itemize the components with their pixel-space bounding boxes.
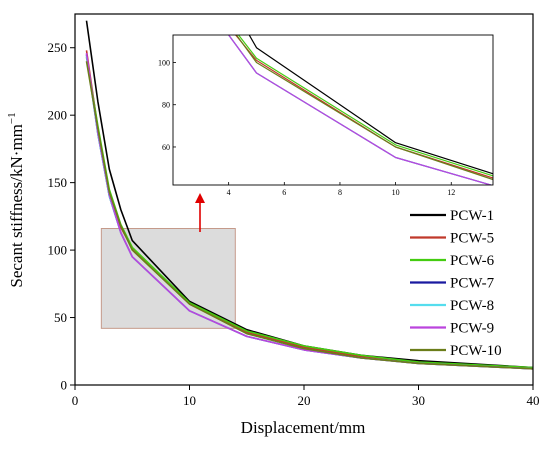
inset-series-line-pcw-10: [235, 35, 493, 181]
inset-series-group: [228, 35, 493, 185]
y-axis-title-superscript: −1: [6, 112, 18, 124]
x-tick-label: 0: [72, 393, 79, 408]
y-axis-title: Secant stiffness/kN·mm−1: [6, 112, 26, 287]
legend-label-pcw-10: PCW-10: [450, 343, 502, 359]
y-tick-label: 200: [48, 108, 68, 123]
y-tick-label: 150: [48, 175, 68, 190]
y-tick-label: 100: [48, 243, 68, 258]
inset-x-tick-label: 10: [392, 188, 400, 197]
main-plot-area: 0 10 20 30 40 0 50 100 150 200 250: [48, 13, 540, 408]
legend-label-pcw-5: PCW-5: [450, 231, 494, 247]
inset-plot: 4 6 8 10 12 60 80 100: [158, 34, 494, 197]
x-tick-label: 40: [527, 393, 540, 408]
inset-y-tick-label: 60: [162, 143, 170, 152]
inset-series-line-pcw-9: [228, 35, 493, 185]
y-tick-label: 250: [48, 40, 68, 55]
inset-x-tick-label: 6: [282, 188, 286, 197]
inset-series-line-pcw-6: [237, 35, 493, 177]
legend-label-pcw-6: PCW-6: [450, 253, 495, 269]
x-tick-label: 30: [412, 393, 425, 408]
legend-label-pcw-8: PCW-8: [450, 298, 494, 314]
inset-frame: [172, 34, 494, 186]
y-tick-label: 0: [61, 378, 68, 393]
x-tick-label: 10: [183, 393, 196, 408]
inset-background: [173, 35, 493, 185]
legend-label-pcw-1: PCW-1: [450, 208, 494, 224]
x-axis-title: Displacement/mm: [241, 418, 366, 437]
legend: PCW-1 PCW-5 PCW-6 PCW-7 PCW-8 PCW-9 PCW-10: [410, 208, 502, 359]
inset-series-line-pcw-1: [248, 35, 493, 175]
y-axis-title-main: Secant stiffness/kN·mm: [7, 124, 26, 288]
legend-label-pcw-7: PCW-7: [450, 276, 495, 292]
zoom-arrow-head: [195, 193, 205, 203]
y-tick-label: 50: [54, 310, 67, 325]
series-line-pcw-10: [85, 61, 534, 370]
inset-y-tick-label: 80: [162, 101, 170, 110]
legend-label-pcw-9: PCW-9: [450, 321, 494, 337]
inset-x-tick-label: 12: [447, 188, 455, 197]
inset-x-tick-label: 8: [338, 188, 342, 197]
inset-y-tick-label: 100: [158, 58, 170, 67]
x-tick-label: 20: [298, 393, 311, 408]
inset-x-tick-label: 4: [227, 188, 231, 197]
